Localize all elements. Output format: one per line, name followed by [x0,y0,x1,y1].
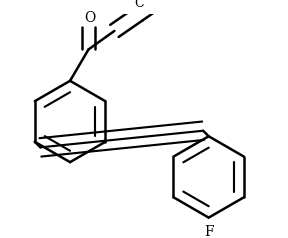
Text: O: O [84,11,95,25]
Text: F: F [204,225,213,238]
Text: C: C [134,0,144,10]
